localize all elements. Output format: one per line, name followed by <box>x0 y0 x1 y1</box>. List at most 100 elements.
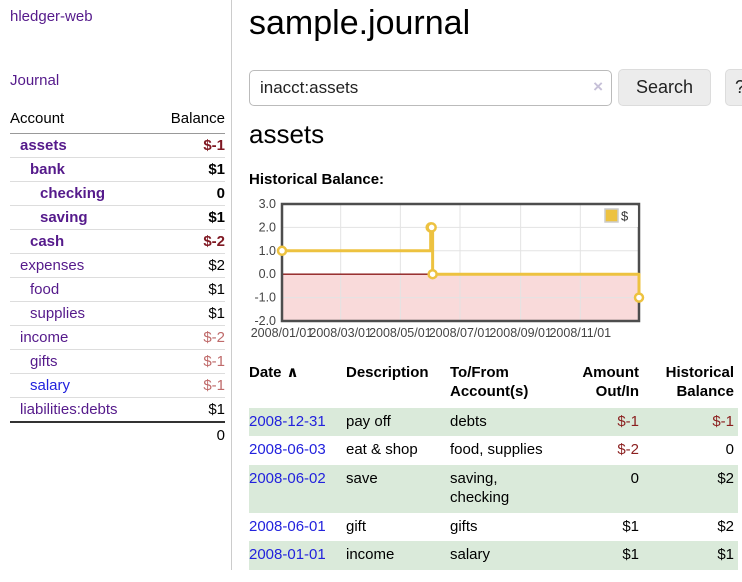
transaction-balance: $2 <box>717 517 734 535</box>
register-col-balance[interactable]: Historical Balance <box>665 363 734 401</box>
transaction-amount: $-2 <box>617 441 639 459</box>
sidebar-item-journal[interactable]: Journal <box>10 72 60 89</box>
account-balance: $1 <box>152 157 225 182</box>
account-row: salary $-1 <box>10 373 225 398</box>
register-header-row: Date ∧ Description To/From Account(s) Amo… <box>249 359 738 408</box>
register-col-accounts[interactable]: To/From Account(s) <box>450 363 529 401</box>
account-row: checking 0 <box>10 181 225 206</box>
transaction-date-link[interactable]: 2008-06-01 <box>249 517 326 535</box>
transaction-accounts: debts <box>450 412 487 430</box>
sort-ascending-icon: ∧ <box>286 363 299 381</box>
account-link[interactable]: food <box>30 281 60 298</box>
account-row: expenses $2 <box>10 253 225 278</box>
account-link[interactable]: expenses <box>20 257 85 274</box>
svg-text:-2.0: -2.0 <box>254 314 276 328</box>
transaction-date-link[interactable]: 2008-01-01 <box>249 546 326 564</box>
chart-heading: Historical Balance: <box>249 170 385 188</box>
account-balance: 0 <box>152 181 225 206</box>
account-balance: $-1 <box>152 349 225 374</box>
account-row: liabilities:debts $1 <box>10 397 225 423</box>
account-balance: $-2 <box>152 325 225 350</box>
transaction-accounts: salary <box>450 546 491 564</box>
search-button[interactable]: Search <box>618 69 712 107</box>
accounts-total-row: 0 <box>10 421 225 448</box>
main-content: sample.journal × Search ? assets Histori… <box>232 0 742 571</box>
transaction-date-link[interactable]: 2008-06-03 <box>249 441 326 459</box>
svg-text:1.0: 1.0 <box>259 243 276 257</box>
sidebar: hledger-web Journal Account Balance asse… <box>0 0 232 571</box>
account-link[interactable]: bank <box>30 161 66 178</box>
transaction-date-link[interactable]: 2008-12-31 <box>249 412 326 430</box>
transaction-balance: $-1 <box>712 412 734 430</box>
account-link[interactable]: salary <box>30 377 71 394</box>
account-link[interactable]: gifts <box>30 353 58 370</box>
svg-text:2008/07/01: 2008/07/01 <box>429 326 492 338</box>
account-link[interactable]: liabilities:debts <box>20 401 118 418</box>
svg-text:2008/03/01: 2008/03/01 <box>309 326 372 338</box>
account-row: saving $1 <box>10 205 225 230</box>
page-title: sample.journal <box>249 4 471 42</box>
accounts-col-account: Account <box>10 106 153 134</box>
transaction-amount: 0 <box>630 470 639 488</box>
account-link[interactable]: saving <box>40 209 88 226</box>
svg-text:2.0: 2.0 <box>259 220 276 234</box>
accounts-col-balance: Balance <box>152 106 225 134</box>
accounts-header-row: Account Balance <box>10 106 225 134</box>
transaction-accounts: food, supplies <box>450 441 543 459</box>
account-title: assets <box>249 119 325 150</box>
account-row: income $-2 <box>10 325 225 350</box>
svg-text:2008/05/01: 2008/05/01 <box>369 326 432 338</box>
account-balance: $-2 <box>152 229 225 254</box>
app-title-link[interactable]: hledger-web <box>10 8 93 25</box>
register-table-body: 2008-12-31 pay off debts $-1 $-1 2008-06… <box>249 407 738 571</box>
transaction-description: income <box>346 546 395 564</box>
table-row: 2008-06-01 gift gifts $1 $2 <box>249 513 738 542</box>
account-link[interactable]: cash <box>30 233 65 250</box>
account-row: cash $-2 <box>10 229 225 254</box>
table-row: 2008-12-31 pay off debts $-1 $-1 <box>249 407 738 437</box>
transaction-description: gift <box>346 517 367 535</box>
svg-text:2008/11/01: 2008/11/01 <box>549 326 611 338</box>
search-input[interactable] <box>249 69 612 106</box>
account-balance: $1 <box>152 301 225 326</box>
table-row: 2008-01-01 income salary $1 $1 <box>249 541 738 571</box>
account-balance: $2 <box>152 253 225 278</box>
accounts-total: 0 <box>152 421 225 448</box>
register-col-amount[interactable]: Amount Out/In <box>582 363 639 401</box>
register-col-description[interactable]: Description <box>346 363 429 381</box>
table-row: 2008-06-02 save saving, checking 0 $2 <box>249 465 738 513</box>
clear-search-icon[interactable]: × <box>593 76 603 96</box>
accounts-table-body: assets $-1 bank $1 checking 0 saving $1 … <box>10 133 225 423</box>
account-link[interactable]: income <box>20 329 69 346</box>
account-link[interactable]: assets <box>20 137 67 154</box>
help-button[interactable]: ? <box>725 69 742 107</box>
transaction-amount: $1 <box>622 517 639 535</box>
transaction-description: save <box>346 470 378 488</box>
transaction-amount: $-1 <box>617 412 639 430</box>
account-link[interactable]: supplies <box>30 305 86 322</box>
account-link[interactable]: checking <box>40 185 106 202</box>
account-row: assets $-1 <box>10 133 225 158</box>
register-table: Date ∧ Description To/From Account(s) Amo… <box>249 359 738 571</box>
transaction-description: eat & shop <box>346 441 418 459</box>
account-balance: $1 <box>152 277 225 302</box>
account-row: food $1 <box>10 277 225 302</box>
svg-text:2008/09/01: 2008/09/01 <box>489 326 552 338</box>
account-balance: $-1 <box>152 373 225 398</box>
table-row: 2008-06-03 eat & shop food, supplies $-2… <box>249 436 738 465</box>
account-balance: $1 <box>152 397 225 423</box>
account-balance: $1 <box>152 205 225 230</box>
accounts-table: Account Balance assets $-1 bank $1 check… <box>10 106 225 448</box>
search-bar: × Search ? <box>249 69 742 107</box>
transaction-date-link[interactable]: 2008-06-02 <box>249 470 326 488</box>
transaction-balance: $2 <box>717 470 734 488</box>
transaction-description: pay off <box>346 412 391 430</box>
account-row: supplies $1 <box>10 301 225 326</box>
register-col-date[interactable]: Date ∧ <box>249 363 299 381</box>
account-balance: $-1 <box>152 133 225 158</box>
svg-text:3.0: 3.0 <box>259 197 276 211</box>
transaction-accounts: gifts <box>450 517 478 535</box>
transaction-balance: 0 <box>725 441 734 459</box>
historical-balance-chart[interactable]: $3.0 2.0 1.0 0.0 -1.0 -2.0 2008/01/01 2008/03/0… <box>249 196 742 340</box>
